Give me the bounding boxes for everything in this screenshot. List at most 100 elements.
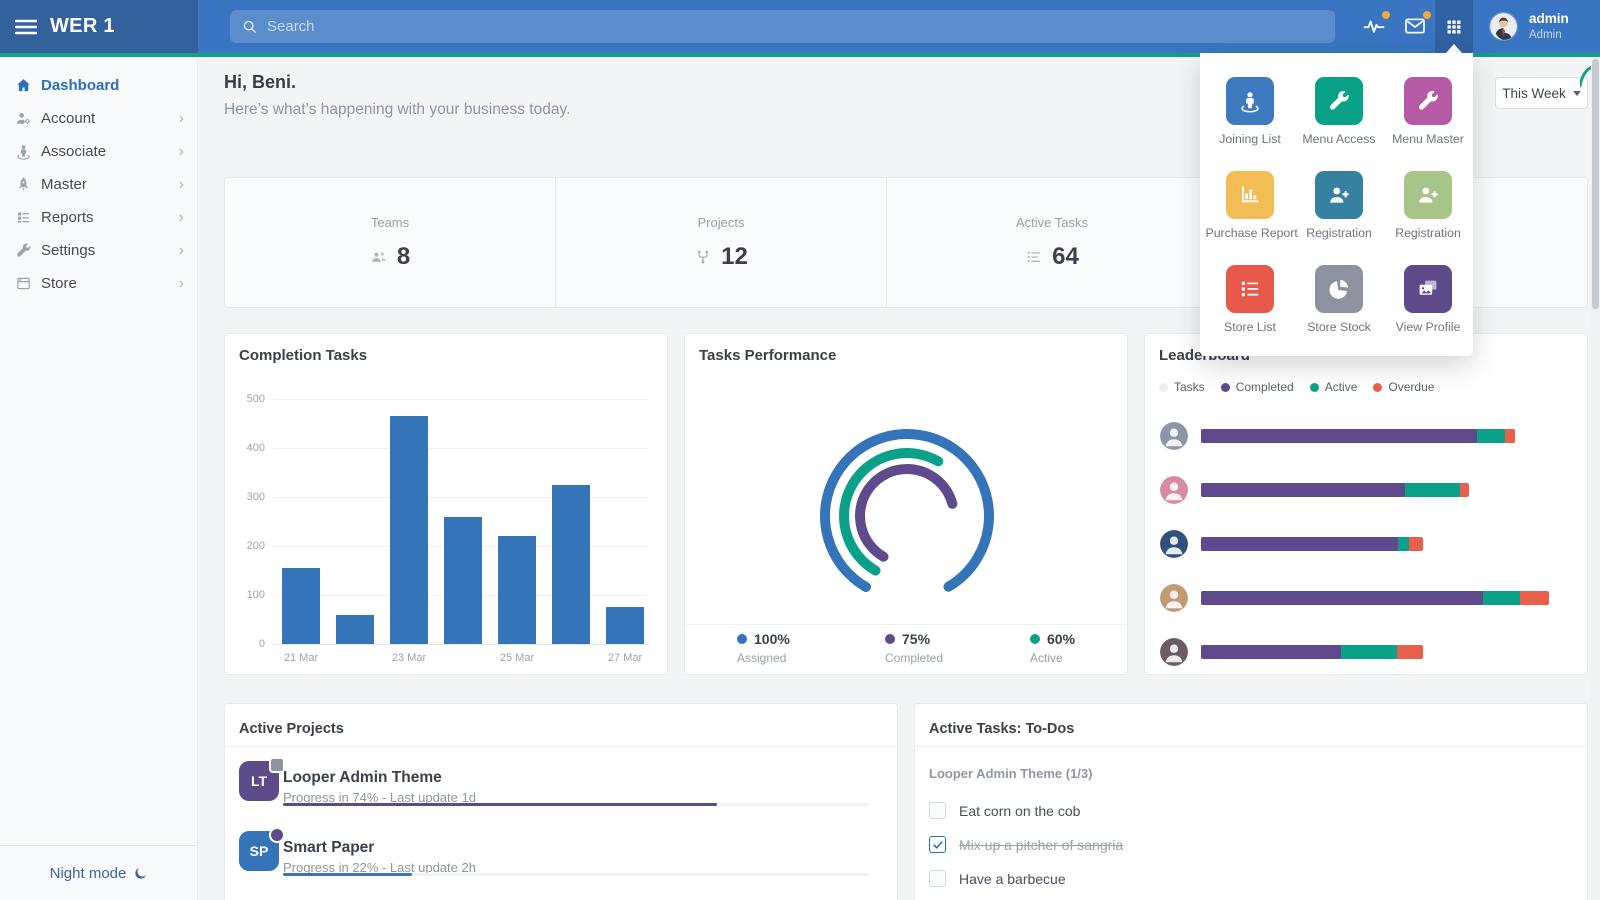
bar-26-mar (552, 485, 590, 644)
project-name[interactable]: Smart Paper (283, 839, 375, 856)
sidebar-item-account[interactable]: Account › (0, 102, 197, 135)
brand-logo[interactable]: WER 1 (50, 15, 115, 37)
radial-arc-assigned (820, 429, 994, 603)
apps-tile-label: Store List (1224, 320, 1276, 334)
legend-dot (1159, 382, 1168, 392)
apps-tile-view-profile[interactable] (1404, 265, 1452, 313)
apps-tile-purchase-report[interactable] (1226, 171, 1274, 219)
apps-tile-store-stock[interactable] (1315, 265, 1363, 313)
hamburger-menu-icon[interactable] (15, 19, 37, 35)
todo-item: Eat corn on the cob (929, 802, 1080, 819)
apps-tile-label: Joining List (1219, 132, 1281, 146)
legend-dot (885, 634, 895, 644)
bar-segment-completed (1201, 645, 1341, 659)
sidebar-item-label: Dashboard (41, 77, 120, 94)
night-mode-toggle[interactable]: Night mode (0, 845, 198, 900)
apps-tile-registration[interactable] (1315, 171, 1363, 219)
sidebar-item-reports[interactable]: Reports › (0, 201, 197, 234)
todo-checkbox[interactable] (929, 836, 946, 853)
stat-label: Active Tasks (1015, 214, 1088, 230)
grid-icon (1444, 17, 1464, 37)
sidebar-item-dashboard[interactable]: Dashboard (0, 69, 197, 102)
y-axis-tick-label: 0 (258, 638, 265, 650)
sidebar-item-associate[interactable]: Associate › (0, 135, 197, 168)
stat-projects: Projects 12 (556, 178, 887, 307)
chevron-right-icon: › (178, 175, 184, 193)
greeting-title: Hi, Beni. (224, 72, 297, 92)
top-header: WER 1 (0, 0, 1600, 53)
bar-segment-active (1405, 483, 1460, 497)
store-icon (15, 275, 32, 292)
search-input[interactable] (267, 18, 1335, 35)
scrollbar-track[interactable] (1591, 57, 1600, 900)
apps-tile-registration[interactable] (1404, 171, 1452, 219)
bar-segment-active (1483, 591, 1520, 605)
bar-segment-completed (1201, 537, 1398, 551)
todo-item: Mix up a pitcher of sangria (929, 836, 1123, 853)
apps-tile-menu-master[interactable] (1404, 77, 1452, 125)
x-axis-tick-label: 25 Mar (499, 652, 535, 664)
todo-item: Have a barbecue (929, 870, 1066, 887)
legend-dot (737, 634, 747, 644)
gridline (273, 497, 649, 498)
scrollbar-thumb[interactable] (1592, 59, 1599, 309)
apps-tile-menu-access[interactable] (1315, 77, 1363, 125)
active-tasks-card: Active Tasks: To-Dos Looper Admin Theme … (914, 703, 1588, 900)
messages-button[interactable] (1403, 11, 1431, 40)
chevron-right-icon: › (178, 274, 184, 292)
sidebar-item-master[interactable]: Master › (0, 168, 197, 201)
legend-label: Tasks (1174, 380, 1205, 394)
stat-teams: Teams 8 (225, 178, 556, 307)
stat-value: 8 (396, 242, 411, 270)
bar-22-mar (336, 615, 374, 644)
tasks-performance-card: Tasks Performance 100% Assigned 75% Complet… (684, 333, 1128, 675)
list-icon (1238, 277, 1262, 301)
apps-tile-label: View Profile (1395, 320, 1461, 334)
tasks-performance-chart (685, 358, 1129, 610)
apps-tile-label: Registration (1395, 226, 1461, 240)
bar-segment-completed (1201, 429, 1477, 443)
user-menu[interactable]: admin Admin (1490, 0, 1569, 53)
chart-pie-icon (1327, 277, 1351, 301)
radial-arc-completed (855, 464, 959, 568)
apps-tile-store-list[interactable] (1226, 265, 1274, 313)
todo-label: Eat corn on the cob (959, 802, 1081, 819)
activity-button[interactable] (1362, 11, 1390, 40)
leaderboard-legend-completed[interactable]: Completed (1220, 380, 1294, 394)
gridline (273, 644, 649, 645)
apps-tile-joining-list[interactable] (1226, 77, 1274, 125)
bar-segment-overdue (1409, 537, 1423, 551)
leaderboard-legend-active[interactable]: Active (1309, 380, 1357, 394)
user-plus-icon (1416, 183, 1440, 207)
sidebar-item-store[interactable]: Store › (0, 267, 197, 300)
tasks-performance-title: Tasks Performance (699, 347, 837, 364)
project-badge-icon (269, 757, 285, 773)
x-axis-tick-label: 23 Mar (391, 652, 427, 664)
greeting-subtitle: Here’s what’s happening with your busine… (224, 101, 571, 118)
rocket-icon (15, 176, 32, 193)
leaderboard-bar (1201, 429, 1515, 443)
radial-legend-active: 60% Active (1030, 631, 1075, 665)
completion-tasks-title: Completion Tasks (239, 347, 368, 364)
wrench-icon (15, 242, 32, 259)
project-progress-fill (283, 803, 717, 806)
wrench-icon (1327, 89, 1351, 113)
todo-checkbox[interactable] (929, 802, 946, 819)
fork-icon (694, 248, 712, 266)
todo-checkbox[interactable] (929, 870, 946, 887)
project-meta: Progress in 22% - Last update 2h (283, 860, 476, 875)
sidebar-item-settings[interactable]: Settings › (0, 234, 197, 267)
images-icon (1416, 277, 1440, 301)
leaderboard-legend-overdue[interactable]: Overdue (1373, 380, 1434, 394)
bar-segment-overdue (1520, 591, 1549, 605)
card-divider (225, 746, 897, 747)
activity-icon (1362, 14, 1388, 38)
project-name[interactable]: Looper Admin Theme (283, 769, 442, 786)
user-avatar (1490, 13, 1517, 40)
period-selector-button[interactable]: This Week (1495, 77, 1588, 109)
sidebar-item-label: Master (41, 176, 87, 193)
sidebar-item-label: Reports (41, 209, 94, 226)
project-meta: Progress in 74% - Last update 1d (283, 790, 476, 805)
leaderboard-legend-tasks[interactable]: Tasks (1159, 380, 1205, 394)
legend-label: Active (1030, 651, 1063, 665)
